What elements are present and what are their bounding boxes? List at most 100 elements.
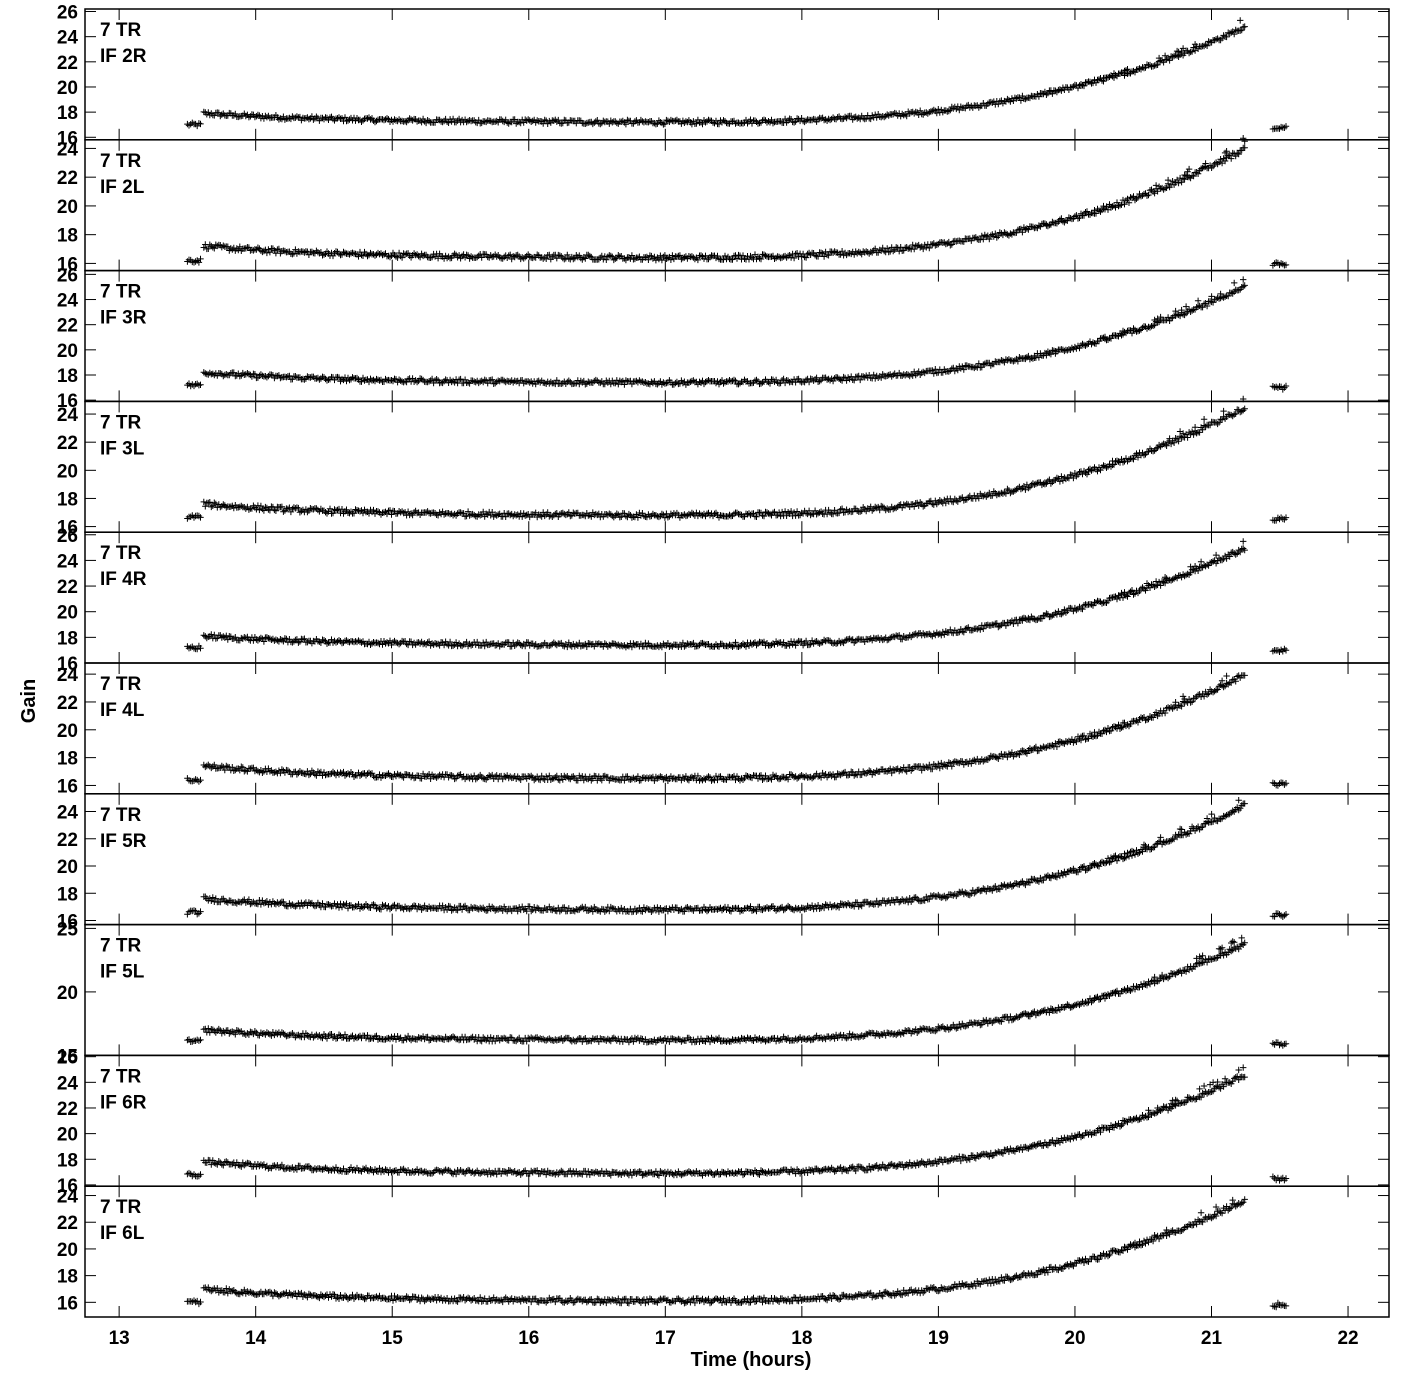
panel-label-if: IF 6R [100, 1092, 147, 1113]
y-tick-label: 22 [57, 168, 78, 189]
y-tick-label: 20 [57, 461, 78, 482]
panel-label-antenna: 7 TR [100, 936, 141, 957]
gain-series-points [184, 276, 1290, 393]
chart-panels: 16 18 20 22 24 26 7 TR IF 2R 16 18 20 22 24 7 TR IF 2L… [57, 3, 1390, 1349]
y-tick-label: 26 [57, 526, 78, 547]
x-tick-label: 18 [791, 1328, 812, 1349]
y-tick-label: 18 [57, 489, 78, 510]
panel-label-if: IF 4L [100, 700, 145, 721]
x-tick-label: 14 [245, 1328, 267, 1349]
y-tick-label: 18 [57, 226, 78, 247]
chart-panel-5: 16 18 20 22 24 26 7 TR IF 4R [57, 526, 1390, 675]
x-axis-labels: 13 14 15 16 17 18 19 20 21 22 [109, 1328, 1359, 1349]
y-tick-label: 18 [57, 628, 78, 649]
y-tick-label: 24 [57, 551, 79, 572]
gain-series-points [184, 797, 1290, 920]
y-tick-label: 20 [57, 341, 78, 362]
y-tick-label: 24 [57, 291, 79, 312]
panel-label-if: IF 2L [100, 177, 145, 198]
y-tick-label: 22 [57, 316, 78, 337]
y-tick-label: 18 [57, 366, 78, 387]
y-tick-label: 15 [57, 1046, 79, 1067]
y-tick-label: 20 [57, 1125, 78, 1146]
x-tick-label: 13 [109, 1328, 130, 1349]
panel-label-antenna: 7 TR [100, 412, 141, 433]
y-tick-label: 24 [57, 139, 79, 160]
y-tick-label: 20 [57, 197, 78, 218]
y-tick-label: 18 [57, 1267, 78, 1288]
chart-panel-9: 16 18 20 22 24 26 7 TR IF 6R [57, 1048, 1390, 1197]
x-tick-label: 15 [382, 1328, 404, 1349]
gain-series-points [184, 1064, 1290, 1184]
chart-panel-8: 15 20 25 7 TR IF 5L [57, 919, 1390, 1067]
y-tick-label: 16 [57, 912, 78, 933]
y-tick-label: 16 [57, 391, 78, 412]
y-tick-label: 18 [57, 749, 78, 770]
gain-series-points [184, 538, 1290, 655]
panel-label-antenna: 7 TR [100, 282, 141, 303]
y-tick-label: 22 [57, 1099, 78, 1120]
y-tick-label: 24 [57, 1187, 79, 1208]
panel-frame [84, 1185, 1390, 1318]
x-tick-label: 19 [928, 1328, 949, 1349]
panel-label-antenna: 7 TR [100, 151, 141, 172]
panel-label-if: IF 4R [100, 569, 147, 590]
y-tick-label: 22 [57, 577, 78, 598]
gain-series-points [184, 934, 1290, 1049]
chart-panel-7: 16 18 20 22 24 7 TR IF 5R [57, 793, 1390, 933]
panel-label-if: IF 5R [100, 831, 147, 852]
chart-panel-4: 16 18 20 22 24 7 TR IF 3L [57, 395, 1390, 539]
y-tick-label: 20 [57, 721, 78, 742]
gain-series-points [184, 17, 1290, 133]
y-tick-label: 16 [57, 1293, 78, 1314]
y-tick-label: 18 [57, 103, 78, 124]
y-tick-label: 24 [57, 803, 79, 824]
y-tick-label: 18 [57, 1150, 78, 1171]
y-tick-label: 22 [57, 53, 78, 74]
gain-series-points [184, 672, 1290, 789]
chart-panel-2: 16 18 20 22 24 7 TR IF 2L [57, 135, 1390, 275]
panel-label-antenna: 7 TR [100, 674, 141, 695]
y-tick-label: 25 [57, 919, 79, 940]
y-tick-label: 22 [57, 693, 78, 714]
x-tick-label: 21 [1201, 1328, 1223, 1349]
y-tick-label: 22 [57, 830, 78, 851]
y-tick-label: 20 [57, 1240, 78, 1261]
y-tick-label: 24 [57, 1073, 79, 1094]
y-tick-label: 26 [57, 3, 78, 24]
panel-label-if: IF 5L [100, 962, 145, 983]
x-tick-label: 16 [518, 1328, 539, 1349]
y-tick-label: 26 [57, 1048, 78, 1069]
panel-label-antenna: 7 TR [100, 1066, 141, 1087]
y-tick-label: 16 [57, 1176, 78, 1197]
panel-label-antenna: 7 TR [100, 805, 141, 826]
panel-label-if: IF 3R [100, 308, 147, 329]
gain-series-points [184, 135, 1290, 269]
panel-label-antenna: 7 TR [100, 1197, 141, 1218]
y-tick-label: 16 [57, 654, 78, 675]
y-tick-label: 16 [57, 518, 78, 539]
y-tick-label: 16 [57, 776, 78, 797]
panel-label-antenna: 7 TR [100, 543, 141, 564]
y-axis-title: Gain [18, 679, 40, 723]
x-tick-label: 20 [1064, 1328, 1085, 1349]
x-axis-title: Time (hours) [691, 1349, 812, 1371]
chart-panel-6: 16 18 20 22 24 7 TR IF 4L [57, 662, 1390, 797]
y-tick-label: 16 [57, 254, 78, 275]
panel-label-if: IF 3L [100, 438, 145, 459]
panel-label-if: IF 2R [100, 46, 147, 67]
y-tick-label: 26 [57, 265, 78, 286]
panel-label-antenna: 7 TR [100, 20, 141, 41]
chart-panel-3: 16 18 20 22 24 26 7 TR IF 3R [57, 265, 1390, 412]
chart-panel-1: 16 18 20 22 24 26 7 TR IF 2R [57, 3, 1390, 149]
chart-panel-10: 16 18 20 22 24 7 TR IF 6L [57, 1185, 1390, 1318]
y-tick-label: 24 [57, 28, 79, 49]
y-tick-label: 22 [57, 433, 78, 454]
gain-series-points [184, 395, 1290, 524]
y-tick-label: 20 [57, 603, 78, 624]
y-tick-label: 22 [57, 1213, 78, 1234]
y-tick-label: 20 [57, 983, 78, 1004]
y-tick-label: 24 [57, 665, 79, 686]
y-tick-label: 24 [57, 405, 79, 426]
